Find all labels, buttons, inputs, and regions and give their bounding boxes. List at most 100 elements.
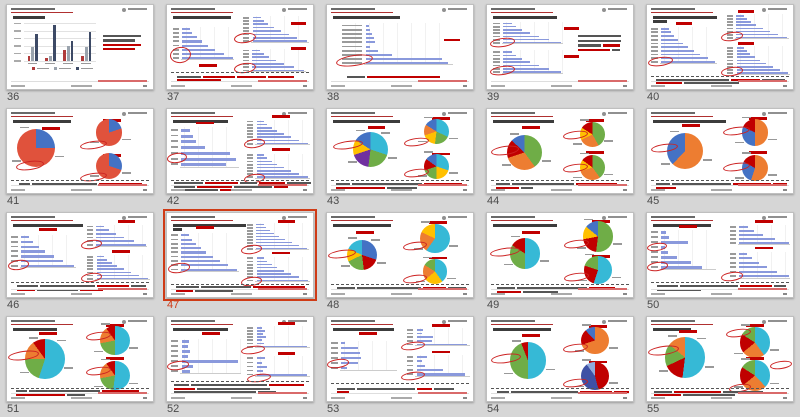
header-underline xyxy=(11,323,73,325)
bar-row-label xyxy=(341,41,362,44)
slide-thumbnail[interactable] xyxy=(646,4,794,90)
pie-data-label xyxy=(733,386,743,388)
brand-logo-text xyxy=(448,7,468,11)
footer-rule xyxy=(651,81,789,83)
bar-row-label xyxy=(727,27,734,30)
header-underline xyxy=(491,323,553,325)
brand-logo-icon xyxy=(282,7,287,12)
bar-row-label xyxy=(171,365,179,368)
slide-number: 55 xyxy=(647,403,660,415)
slide-thumbnail[interactable] xyxy=(486,212,634,298)
slide-number: 36 xyxy=(7,91,20,103)
footer-date-text xyxy=(11,292,25,295)
brand-logo-text xyxy=(768,111,788,115)
bar xyxy=(182,57,233,60)
annotation-text-line xyxy=(103,39,136,42)
bar-row-label xyxy=(87,277,94,280)
slide-thumbnail[interactable] xyxy=(486,4,634,90)
axis-line xyxy=(735,73,791,75)
bar xyxy=(503,64,540,67)
text-segment xyxy=(602,44,621,47)
footer-site-text xyxy=(391,396,412,399)
brand-logo-text xyxy=(288,319,308,323)
slide-thumbnail[interactable] xyxy=(166,316,314,402)
bar xyxy=(96,225,105,228)
axis-line xyxy=(255,248,309,250)
bar-row-label xyxy=(247,327,254,329)
dashed-separator xyxy=(651,76,789,78)
text-segment xyxy=(103,43,142,46)
red-bracket-label xyxy=(272,114,290,118)
slide-thumbnail[interactable] xyxy=(6,4,154,90)
bar-row-label xyxy=(651,35,658,37)
footer-page-number xyxy=(462,188,468,191)
bar-row-label xyxy=(247,361,254,364)
pie-data-label xyxy=(735,177,745,179)
slide-thumbnail[interactable] xyxy=(646,316,794,402)
bar-row-label xyxy=(407,339,414,342)
x-tick-label xyxy=(27,62,38,65)
slide-thumbnail[interactable] xyxy=(6,316,154,402)
bar-row-label xyxy=(247,235,254,238)
pie-data-label xyxy=(768,138,778,141)
dashed-separator xyxy=(331,283,469,285)
slide-thumbnail[interactable] xyxy=(326,4,474,90)
slide-thumbnail[interactable] xyxy=(166,108,314,194)
bar-row-label xyxy=(171,340,179,342)
legend-label xyxy=(37,67,50,70)
slide-thumbnail[interactable] xyxy=(326,108,474,194)
slide-thumbnail[interactable] xyxy=(486,108,634,194)
pie-data-label xyxy=(423,116,433,119)
text-segment xyxy=(17,285,38,288)
slide-thumbnail[interactable] xyxy=(326,316,474,402)
bar-row-label xyxy=(171,242,179,245)
annotation-text-line xyxy=(655,82,740,85)
slide-title-line xyxy=(332,224,392,227)
slide-thumbnail[interactable] xyxy=(6,212,154,298)
annotation-text-line xyxy=(577,49,621,52)
horizontal-bar-chart xyxy=(247,256,311,282)
pie-data-label xyxy=(417,140,427,143)
slide-cell: 47 xyxy=(163,209,326,316)
pie-data-label xyxy=(449,244,459,247)
slide-thumbnail[interactable] xyxy=(163,209,317,301)
bar xyxy=(181,360,239,363)
slide-thumbnail[interactable] xyxy=(166,4,314,90)
bar xyxy=(736,62,766,65)
text-segment xyxy=(233,185,272,188)
slide-thumbnail[interactable] xyxy=(646,108,794,194)
annotation-text-line xyxy=(577,39,622,43)
slide-thumbnail[interactable] xyxy=(646,212,794,298)
bar xyxy=(256,176,309,178)
bar xyxy=(252,69,305,72)
slide-thumbnail[interactable] xyxy=(486,316,634,402)
slide-thumbnail[interactable] xyxy=(326,212,474,298)
bar xyxy=(252,52,265,55)
bar-row-label xyxy=(341,24,362,27)
dashed-separator xyxy=(11,387,149,389)
bar-row-label xyxy=(407,355,414,358)
slide-thumbnail[interactable] xyxy=(6,108,154,194)
slide-cell: 46 xyxy=(6,212,166,316)
dashed-separator xyxy=(171,179,309,181)
footer-page-number xyxy=(142,292,148,295)
slide-number: 44 xyxy=(487,195,500,207)
horizontal-bar-chart xyxy=(87,224,148,247)
bar-row-label xyxy=(242,20,250,22)
bar xyxy=(256,369,264,372)
bar xyxy=(416,355,428,359)
bar xyxy=(181,355,188,358)
slide-number: 52 xyxy=(167,403,180,415)
bar-row-label xyxy=(247,142,254,145)
header-underline xyxy=(651,115,713,117)
axis-line xyxy=(339,369,398,371)
gridline xyxy=(24,30,97,32)
bar-row-label xyxy=(492,35,500,38)
y-tick-label xyxy=(14,45,22,47)
footer-site-text xyxy=(231,292,252,295)
pie-data-label xyxy=(659,370,669,373)
horizontal-bar-chart xyxy=(171,233,239,272)
bar-row-label xyxy=(341,45,362,48)
text-segment xyxy=(196,387,270,390)
bar xyxy=(256,163,278,166)
